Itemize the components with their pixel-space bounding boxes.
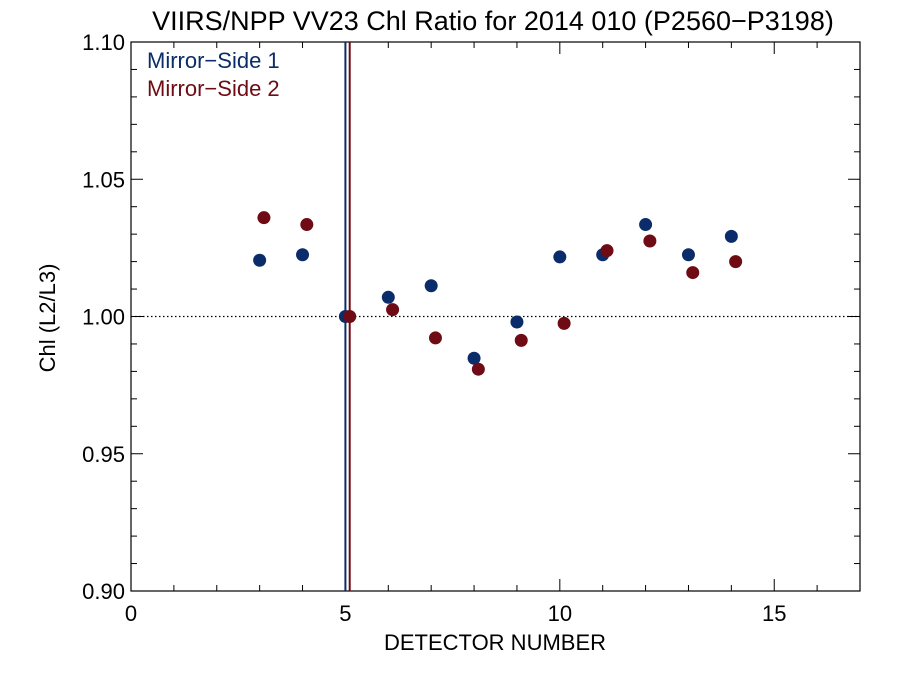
y-tick-label: 1.05	[82, 167, 125, 192]
y-tick-label: 1.00	[82, 305, 125, 330]
legend-entry-2: Mirror−Side 2	[147, 76, 280, 101]
series-1-point	[381, 290, 395, 304]
series-2-point	[600, 244, 614, 258]
x-tick-label: 15	[762, 601, 786, 626]
y-tick-label: 0.95	[82, 442, 125, 467]
series-1-point	[253, 253, 267, 267]
series-2-point	[686, 266, 700, 280]
series-1-point	[296, 248, 310, 262]
series-2-point	[428, 331, 442, 345]
series-2-point	[729, 255, 743, 269]
x-tick-label: 0	[125, 601, 137, 626]
x-axis-label: DETECTOR NUMBER	[384, 630, 606, 655]
series-2-point	[343, 310, 357, 323]
plot-area: 0 5 10 15 0.90 0.95 1.00 1.05 1.10 Mirror−Side 1 M…	[82, 30, 861, 626]
series-2-point	[257, 211, 271, 225]
series-2-point	[557, 316, 571, 330]
y-tick-label: 1.10	[82, 30, 125, 55]
legend-entry-1: Mirror−Side 1	[147, 48, 280, 73]
chart-title: VIIRS/NPP VV23 Chl Ratio for 2014 010 (P…	[152, 6, 834, 36]
series-1-point	[681, 248, 695, 262]
series-1-point	[510, 315, 524, 329]
series-1-point	[639, 218, 653, 232]
series-2-point	[514, 333, 528, 347]
y-axis-label: Chl (L2/L3)	[35, 264, 60, 373]
x-tick-label: 10	[548, 601, 572, 626]
series-2-point	[386, 303, 400, 317]
x-tick-label: 5	[339, 601, 351, 626]
series-2-point	[300, 218, 314, 232]
series-2-point	[471, 362, 485, 376]
y-tick-label: 0.90	[82, 579, 125, 604]
series-1-point	[724, 229, 738, 243]
series-1-point	[424, 279, 438, 293]
series-1-point	[467, 351, 481, 365]
series-2-point	[643, 234, 657, 248]
series-1-point	[553, 250, 567, 264]
